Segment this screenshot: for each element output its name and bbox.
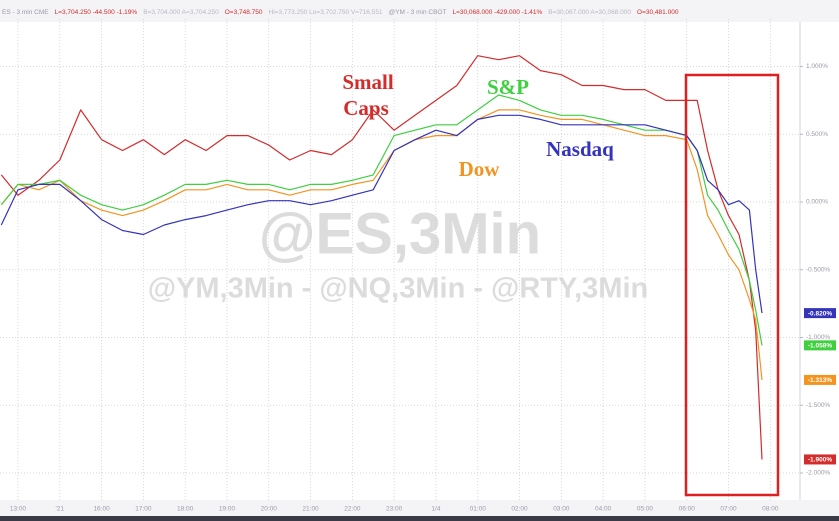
y-tick-label: -1.500% bbox=[806, 402, 830, 409]
bottom-strip bbox=[0, 516, 839, 521]
x-tick-label: '21 bbox=[56, 506, 65, 513]
x-tick-label: 02:00 bbox=[511, 506, 528, 513]
series-line bbox=[0, 114, 763, 314]
series-line bbox=[0, 55, 763, 460]
series-annotation: Small bbox=[342, 70, 394, 94]
y-tick-label: -0.500% bbox=[806, 266, 830, 273]
watermark-sub: @YM,3Min - @NQ,3Min - @RTY,3Min bbox=[148, 273, 649, 305]
series-annotation: Caps bbox=[343, 96, 389, 120]
time-axis-bar bbox=[0, 500, 839, 521]
last-value-box bbox=[804, 374, 836, 385]
y-tick-label: 0.000% bbox=[806, 199, 828, 206]
header-field: Hi=3,773.250 Lo=3,702.750 V=716,551 bbox=[269, 9, 383, 16]
lines bbox=[0, 55, 763, 460]
last-value-label: -0.820% bbox=[808, 310, 832, 317]
x-tick-label: 18:00 bbox=[177, 506, 194, 513]
header-line: ES - 3 min CME L=3,704.250 -44.500 -1.19%… bbox=[2, 9, 679, 16]
x-tick-label: 04:00 bbox=[595, 506, 612, 513]
series-annotation: Dow bbox=[459, 157, 501, 181]
header-field: O=3,748.750 bbox=[225, 9, 263, 16]
x-tick-label: 20:00 bbox=[261, 506, 278, 513]
series-annotation: S&P bbox=[487, 75, 529, 99]
header-field: @YM - 3 min CBOT bbox=[389, 9, 447, 16]
axes: 1.000% 0.500% 0.000% -0.500% -1.000% -1.500% -… bbox=[10, 63, 836, 513]
series-annotation: Nasdaq bbox=[546, 137, 614, 161]
series-line bbox=[0, 109, 763, 380]
header-field: B=3,704.000 A=3,704.250 bbox=[143, 9, 219, 16]
x-tick-label: 16:00 bbox=[93, 506, 110, 513]
last-value-label: -1.313% bbox=[808, 377, 832, 384]
last-value-label: -1.900% bbox=[808, 457, 832, 464]
header-field: L=30,068.000 -429.000 -1.41% bbox=[452, 9, 542, 16]
last-value-box bbox=[804, 454, 836, 465]
x-tick-label: 21:00 bbox=[302, 506, 319, 513]
x-tick-label: 1/4 bbox=[431, 506, 440, 513]
header-field: ES - 3 min CME bbox=[2, 9, 49, 16]
x-tick-label: 05:00 bbox=[637, 506, 654, 513]
watermark: @ES,3Min @YM,3Min - @NQ,3Min - @RTY,3Min bbox=[148, 201, 649, 304]
x-tick-label: 01:00 bbox=[470, 506, 487, 513]
x-tick-label: 19:00 bbox=[219, 506, 236, 513]
series-line bbox=[0, 94, 763, 346]
x-tick-label: 03:00 bbox=[553, 506, 570, 513]
grid bbox=[0, 19, 800, 501]
x-tick-label: 08:00 bbox=[762, 506, 779, 513]
header-field: L=3,704.250 -44.500 -1.19% bbox=[55, 9, 138, 16]
header-field: O=30,481.000 bbox=[637, 9, 679, 16]
x-tick-label: 13:00 bbox=[10, 506, 27, 513]
x-tick-label: 23:00 bbox=[386, 506, 403, 513]
last-value-box bbox=[804, 308, 836, 319]
y-tick-label: -2.000% bbox=[806, 470, 830, 477]
x-tick-label: 06:00 bbox=[679, 506, 696, 513]
watermark-main: @ES,3Min bbox=[259, 201, 541, 266]
x-tick-label: 07:00 bbox=[720, 506, 737, 513]
y-tick-label: -1.000% bbox=[806, 334, 830, 341]
last-value-box bbox=[804, 340, 836, 351]
y-tick-label: 1.000% bbox=[806, 63, 828, 70]
y-tick-label: 0.500% bbox=[806, 131, 828, 138]
header-field: B=30,067.000 A=30,068.000 bbox=[548, 9, 631, 16]
header-bar bbox=[0, 0, 839, 22]
x-tick-label: 17:00 bbox=[135, 506, 152, 513]
highlight-box bbox=[684, 73, 780, 497]
last-value-label: -1.058% bbox=[808, 343, 832, 350]
x-tick-label: 22:00 bbox=[344, 506, 361, 513]
